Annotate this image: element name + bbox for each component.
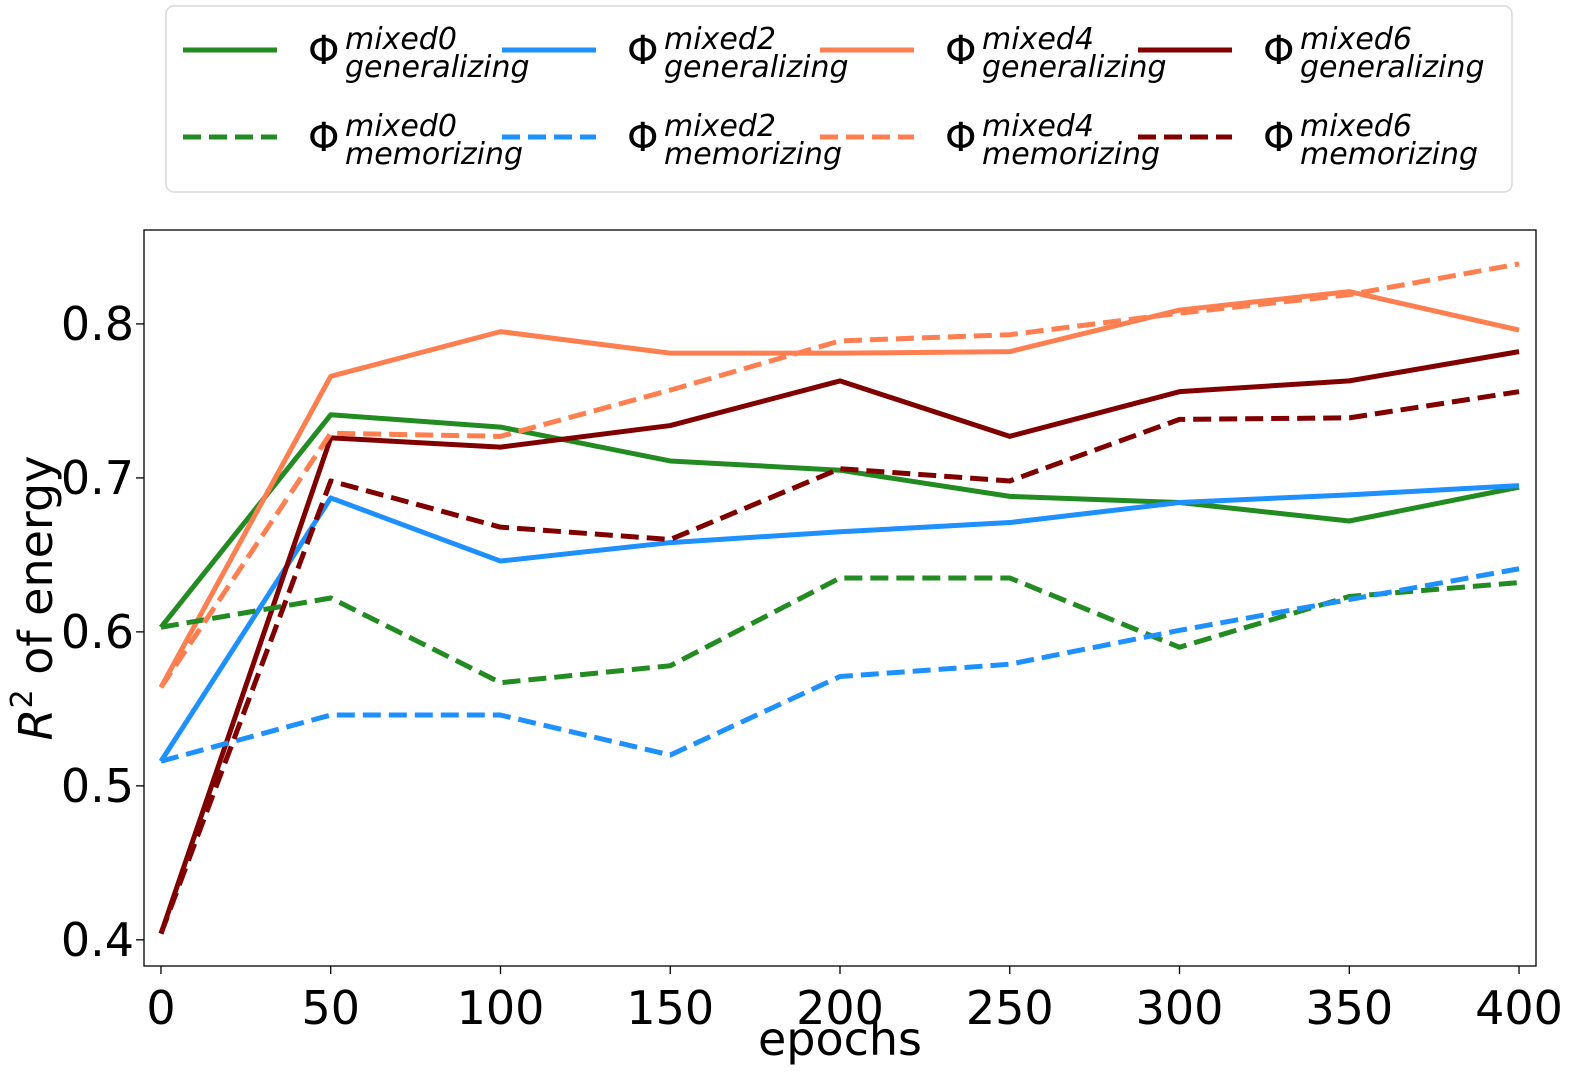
y-tick-label: 0.7 (61, 451, 134, 505)
legend-subscript: generalizing (345, 50, 530, 85)
legend-subscript: memorizing (664, 137, 842, 172)
x-tick-label: 0 (146, 981, 175, 1035)
legend-superscript: mixed0 (345, 109, 457, 144)
series-line-mixed2-memorizing (160, 566, 1520, 764)
y-axis-label: R2 of energy (5, 456, 63, 741)
series-line-mixed6-generalizing (158, 349, 1520, 935)
y-tick-label: 0.4 (61, 913, 134, 967)
legend-subscript: generalizing (664, 50, 849, 85)
legend-symbol: Φ (1263, 115, 1294, 161)
series-line-mixed0-memorizing (160, 575, 1520, 686)
legend-symbol: Φ (308, 115, 339, 161)
plot-frame (143, 229, 1537, 967)
x-tick-label: 100 (457, 981, 545, 1035)
legend-symbol: Φ (308, 28, 339, 74)
plot-area (143, 229, 1537, 967)
legend-symbol: Φ (627, 115, 658, 161)
series-line-mixed4-memorizing (158, 261, 1520, 689)
x-tick-label: 400 (1475, 981, 1563, 1035)
x-tick-label: 300 (1136, 981, 1224, 1035)
legend-superscript: mixed2 (664, 109, 776, 144)
y-tick-label: 0.6 (61, 605, 134, 659)
x-tick-label: 350 (1305, 981, 1393, 1035)
y-axis-label-base: R (9, 709, 63, 741)
legend-superscript: mixed2 (664, 22, 776, 57)
x-tick-label: 150 (626, 981, 714, 1035)
legend-symbol: Φ (1263, 28, 1294, 74)
y-axis-label-rest: of energy (9, 456, 63, 690)
legend-subscript: generalizing (1300, 50, 1485, 85)
series-line-mixed4-generalizing (158, 289, 1520, 689)
x-tick-label: 200 (796, 981, 884, 1035)
series-line-mixed0-generalizing (159, 412, 1520, 629)
legend-subscript: memorizing (982, 137, 1160, 172)
legend-symbol: Φ (627, 28, 658, 74)
legend-subscript: memorizing (345, 137, 523, 172)
legend-superscript: mixed0 (345, 22, 457, 57)
legend-superscript: mixed6 (1300, 109, 1412, 144)
legend-subscript: memorizing (1300, 137, 1478, 172)
series-line-mixed6-memorizing (158, 389, 1520, 935)
legend-symbol: Φ (945, 28, 976, 74)
y-tick-label: 0.8 (61, 297, 134, 351)
legend-symbol: Φ (945, 115, 976, 161)
series-line-mixed2-generalizing (158, 483, 1520, 763)
series-layer (158, 261, 1520, 935)
legend-subscript: generalizing (982, 50, 1167, 85)
y-tick-label: 0.5 (61, 759, 134, 813)
x-axis-label: epochs (758, 1012, 922, 1066)
x-tick-label: 250 (966, 981, 1054, 1035)
legend-superscript: mixed4 (982, 22, 1094, 57)
legend-superscript: mixed6 (1300, 22, 1412, 57)
y-axis-label-sup: 2 (5, 689, 40, 708)
x-tick-label: 50 (301, 981, 360, 1035)
legend-superscript: mixed4 (982, 109, 1094, 144)
ticks: 0 50 100 150 200 250 300 350 400 0.4 0.5 0.6 0.7 0.8 (61, 297, 1563, 1035)
